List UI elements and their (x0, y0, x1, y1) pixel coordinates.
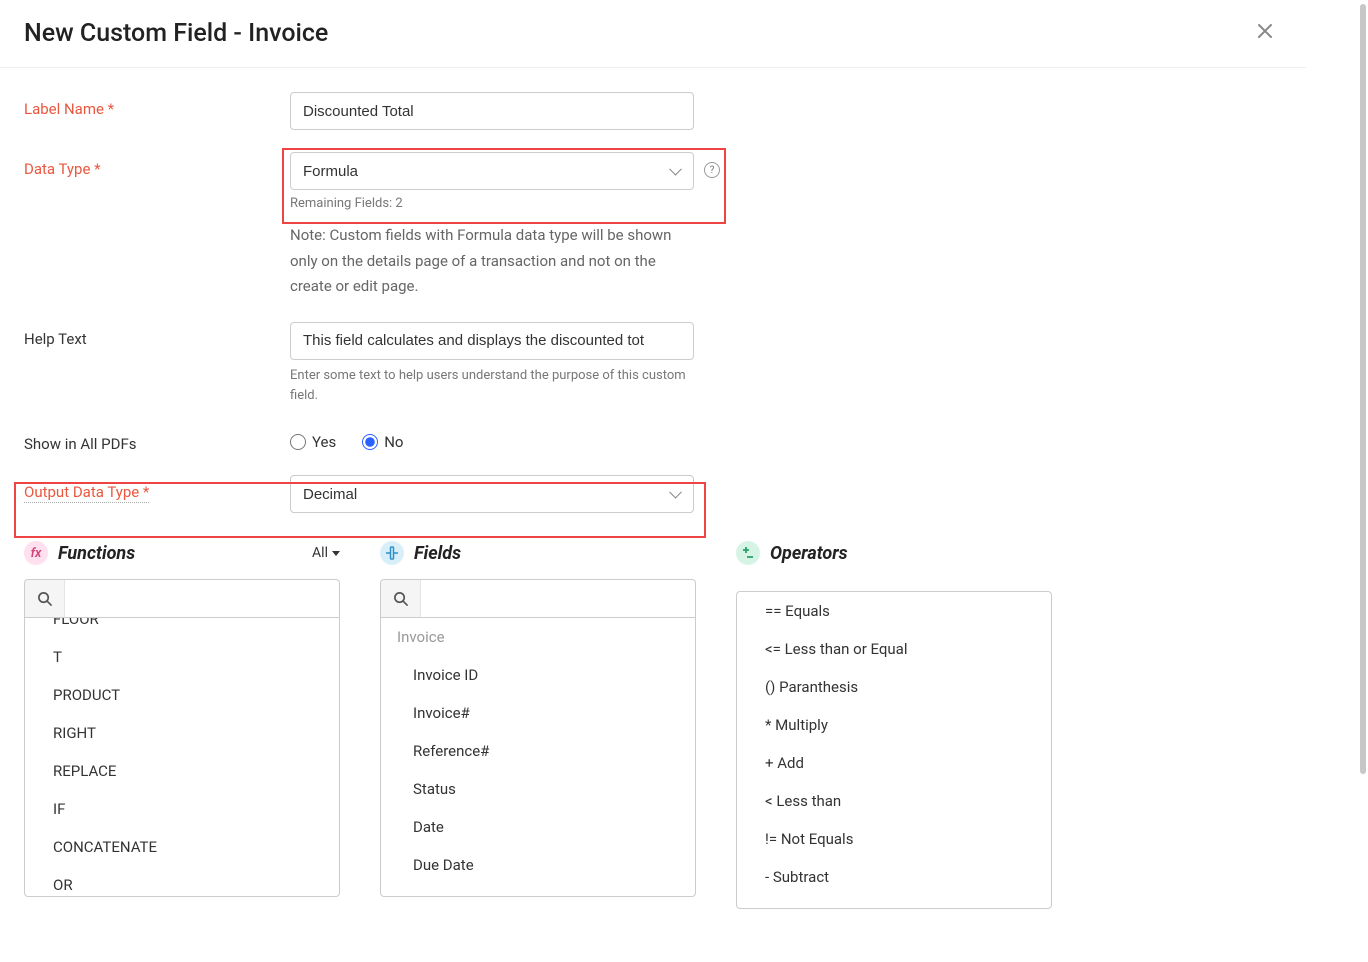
close-button[interactable] (1248, 18, 1282, 49)
fields-search-input[interactable] (421, 580, 695, 617)
input-label-name[interactable] (290, 92, 694, 130)
radio-no-label: No (384, 433, 403, 451)
list-item[interactable]: Reference# (381, 732, 695, 770)
fields-list[interactable]: InvoiceInvoice IDInvoice#Reference#Statu… (380, 617, 696, 897)
radio-no-input[interactable] (362, 434, 378, 450)
list-item[interactable]: FLOOR (25, 617, 339, 638)
functions-search-row (24, 579, 340, 617)
select-output-data-type[interactable]: Decimal (290, 475, 694, 513)
list-item[interactable]: Due Date (381, 846, 695, 884)
list-item[interactable]: == Equals (737, 592, 1051, 630)
help-icon[interactable]: ? (704, 162, 720, 178)
list-item[interactable]: + Add (737, 744, 1051, 782)
operators-icon (736, 541, 760, 565)
caret-down-icon (332, 551, 340, 556)
input-help-text[interactable] (290, 322, 694, 360)
list-item[interactable]: > Greater than (737, 896, 1051, 909)
list-item[interactable]: T (25, 638, 339, 676)
list-item[interactable]: IF (25, 790, 339, 828)
remaining-fields-hint: Remaining Fields: 2 (290, 196, 720, 211)
radio-yes-label: Yes (312, 433, 336, 451)
row-note: Note: Custom fields with Formula data ty… (24, 223, 1282, 300)
list-item[interactable]: < Less than (737, 782, 1051, 820)
panel-fields: Fields InvoiceInvoice IDInvoice#Referenc… (380, 539, 696, 909)
select-data-type[interactable]: Formula (290, 152, 694, 190)
data-type-note: Note: Custom fields with Formula data ty… (290, 223, 680, 300)
list-item[interactable]: () Paranthesis (737, 668, 1051, 706)
list-group-label: Invoice (381, 618, 695, 656)
operators-list[interactable]: == Equals<= Less than or Equal() Paranth… (736, 591, 1052, 909)
modal-body: Label Name * Data Type * Formula ? Remai… (0, 68, 1306, 910)
row-output-data-type: Output Data Type * Decimal (24, 475, 1282, 513)
label-help-text: Help Text (24, 322, 290, 348)
functions-search-input[interactable] (65, 580, 339, 617)
list-item[interactable]: CONCATENATE (25, 828, 339, 866)
row-help-text: Help Text Enter some text to help users … (24, 322, 1282, 408)
list-item[interactable]: PRODUCT (25, 676, 339, 714)
panel-fields-title: Fields (414, 543, 461, 564)
search-icon (25, 580, 65, 617)
list-item[interactable]: OR (25, 866, 339, 897)
list-item[interactable]: Date (381, 808, 695, 846)
list-item[interactable]: Invoice ID (381, 656, 695, 694)
modal: New Custom Field - Invoice Label Name * … (0, 0, 1306, 912)
search-icon (381, 580, 421, 617)
panel-functions: fx Functions All FLOORTPRODUCTRIGHTREPLA… (24, 539, 340, 909)
list-item[interactable]: REPLACE (25, 752, 339, 790)
panel-operators-title: Operators (770, 543, 848, 564)
fx-icon: fx (24, 541, 48, 565)
list-item[interactable]: Currency (381, 884, 695, 897)
list-item[interactable]: Status (381, 770, 695, 808)
list-item[interactable]: * Multiply (737, 706, 1051, 744)
panels: fx Functions All FLOORTPRODUCTRIGHTREPLA… (24, 539, 1282, 909)
functions-filter[interactable]: All (312, 545, 340, 561)
list-item[interactable]: Invoice# (381, 694, 695, 732)
label-label-name: Label Name * (24, 92, 290, 118)
modal-header: New Custom Field - Invoice (0, 0, 1306, 68)
row-show-pdfs: Show in All PDFs Yes No (24, 427, 1282, 453)
panel-operators: Operators == Equals<= Less than or Equal… (736, 539, 1052, 909)
row-data-type: Data Type * Formula ? Remaining Fields: … (24, 152, 1282, 211)
list-item[interactable]: RIGHT (25, 714, 339, 752)
label-output-data-type: Output Data Type * (24, 475, 290, 501)
help-text-hint: Enter some text to help users understand… (290, 366, 690, 408)
list-item[interactable]: <= Less than or Equal (737, 630, 1051, 668)
radio-no[interactable]: No (362, 433, 403, 451)
radio-yes-input[interactable] (290, 434, 306, 450)
label-show-pdfs: Show in All PDFs (24, 427, 290, 453)
label-data-type: Data Type * (24, 152, 290, 178)
functions-list[interactable]: FLOORTPRODUCTRIGHTREPLACEIFCONCATENATEOR (24, 617, 340, 897)
page-scrollbar-thumb[interactable] (1360, 4, 1366, 774)
radio-yes[interactable]: Yes (290, 433, 336, 451)
page-scrollbar[interactable] (1360, 4, 1366, 910)
modal-title: New Custom Field - Invoice (24, 19, 328, 48)
panel-functions-title: Functions (58, 543, 135, 564)
row-label-name: Label Name * (24, 92, 1282, 130)
fields-search-row (380, 579, 696, 617)
list-item[interactable]: - Subtract (737, 858, 1051, 896)
fields-icon (380, 541, 404, 565)
list-item[interactable]: != Not Equals (737, 820, 1051, 858)
